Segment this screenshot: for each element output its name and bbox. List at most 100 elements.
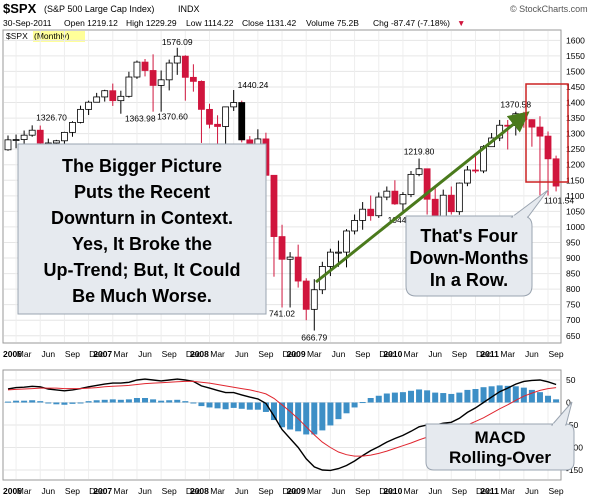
macd-histogram-bar — [464, 389, 471, 403]
x-year-label: 2006 — [3, 486, 22, 496]
callout-line: In a Row. — [430, 270, 508, 290]
header-close: Close 1131.42 — [242, 18, 296, 28]
candle-body — [407, 173, 415, 195]
price-ytick-label: 650 — [566, 331, 580, 341]
uptrend-arrow — [315, 111, 530, 284]
price-ytick-label: 950 — [566, 237, 580, 247]
candle-body — [286, 256, 294, 260]
x-month-label: Sep — [162, 486, 177, 496]
candle-body — [439, 194, 447, 218]
macd-histogram-bar — [432, 392, 439, 403]
macd-histogram-bar — [262, 402, 269, 412]
macd-histogram-bar — [512, 386, 519, 403]
change-down-arrow-icon: ▼ — [457, 18, 465, 28]
x-month-label: Jun — [41, 486, 55, 496]
price-ytick-label: 850 — [566, 269, 580, 279]
callout-line: Puts the Recent — [74, 182, 210, 202]
macd-histogram-bar — [528, 389, 535, 403]
macd-histogram-bar — [303, 402, 310, 435]
macd-histogram-bar — [383, 393, 390, 403]
macd-histogram-bar — [295, 402, 302, 432]
macd-histogram-bar — [496, 385, 503, 403]
macd-histogram-bar — [279, 402, 286, 428]
x-month-label: Mar — [404, 349, 419, 359]
macd-histogram-bar — [222, 402, 229, 410]
macd-histogram-bar — [117, 399, 124, 403]
candle-body — [391, 190, 399, 205]
x-month-label: Dec — [379, 486, 395, 496]
x-month-label: Dec — [476, 349, 492, 359]
macd-histogram-bar — [158, 400, 165, 403]
macd-histogram-bar — [246, 402, 253, 410]
macd-histogram-bar — [416, 389, 423, 403]
x-month-label: Dec — [186, 486, 202, 496]
x-month-label: Jun — [525, 486, 539, 496]
candle-body — [117, 95, 125, 102]
candle-body — [447, 194, 455, 213]
macd-histogram-bar — [488, 386, 495, 403]
callout-line: Rolling-Over — [449, 448, 551, 467]
header-exchange: INDX — [178, 4, 200, 14]
price-ytick-label: 1550 — [566, 51, 585, 61]
price-label: 1219.80 — [404, 147, 435, 157]
candle-body — [61, 131, 68, 142]
x-year-label: 2008 — [190, 486, 209, 496]
x-year-label: 2011 — [480, 486, 499, 496]
macd-ytick-label: -150 — [566, 465, 583, 475]
macd-histogram-bar — [85, 401, 92, 403]
candle-body — [278, 236, 286, 260]
x-month-label: Sep — [355, 349, 370, 359]
x-month-label: Dec — [283, 349, 299, 359]
header-change: Chg -87.47 (-7.18%) — [373, 18, 450, 28]
candle-body — [238, 102, 246, 141]
x-year-label: 2009 — [287, 486, 306, 496]
macd-histogram-bar — [142, 398, 149, 403]
candle-body — [109, 90, 117, 102]
x-month-label: Mar — [210, 349, 225, 359]
candle-body — [206, 108, 213, 125]
candle-body — [455, 182, 463, 213]
price-label: 1326.70 — [36, 112, 67, 122]
candle-body — [367, 208, 375, 217]
candle-body — [230, 102, 238, 108]
price-ytick-label: 900 — [566, 253, 580, 263]
macd-ytick-label: -100 — [566, 443, 583, 453]
callout-line: Be Much Worse. — [72, 286, 212, 306]
x-month-label: Sep — [452, 486, 467, 496]
x-month-label: Dec — [379, 349, 395, 359]
candle-body — [536, 126, 544, 137]
macd-histogram-bar — [319, 402, 326, 431]
x-month-label: Jun — [235, 486, 249, 496]
macd-histogram-bar — [343, 402, 350, 414]
header-description: (S&P 500 Large Cap Index) — [44, 4, 154, 14]
x-month-label: Jun — [138, 486, 152, 496]
macd-histogram-bar — [456, 392, 463, 403]
candle-body — [101, 90, 109, 98]
candle-body — [181, 55, 189, 78]
x-month-label: Jun — [525, 349, 539, 359]
x-year-label: 2006 — [3, 349, 22, 359]
candle-body — [69, 122, 76, 133]
x-year-label: 2011 — [480, 349, 499, 359]
header-open: Open 1219.12 — [64, 18, 118, 28]
brand-watermark: © StockCharts.com — [510, 4, 588, 14]
x-year-label: 2009 — [287, 349, 306, 359]
candle-body — [351, 219, 358, 232]
x-month-label: Mar — [500, 486, 515, 496]
macd-histogram-bar — [408, 390, 414, 403]
period-highlight — [33, 31, 85, 42]
macd-histogram-bar — [359, 402, 366, 404]
macd-histogram-bar — [125, 399, 132, 403]
x-month-label: Mar — [307, 349, 322, 359]
macd-histogram-bar — [69, 402, 76, 404]
x-month-label: Jun — [428, 486, 442, 496]
price-ytick-label: 1600 — [566, 35, 585, 45]
macd-histogram-bar — [351, 402, 358, 408]
macd-histogram-bar — [311, 402, 318, 435]
candle-body — [552, 158, 560, 187]
candle-body — [133, 61, 141, 78]
x-year-label: 2007 — [93, 349, 112, 359]
